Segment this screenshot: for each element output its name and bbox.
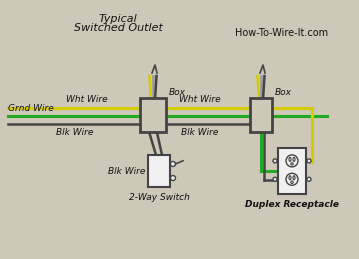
Text: Grnd Wire: Grnd Wire [8,104,54,113]
Text: Box: Box [275,88,292,97]
Text: Switched Outlet: Switched Outlet [74,23,162,33]
Text: Blk Wire: Blk Wire [56,128,94,137]
Circle shape [307,159,311,163]
Bar [250,98,272,132]
Circle shape [273,177,277,181]
Ellipse shape [258,63,266,73]
Bar [140,98,166,132]
Circle shape [307,177,311,181]
Text: How-To-Wire-It.com: How-To-Wire-It.com [236,28,328,38]
Ellipse shape [289,157,291,161]
Circle shape [171,176,176,181]
Text: Wht Wire: Wht Wire [66,95,108,104]
Text: Wht Wire: Wht Wire [179,95,221,104]
Circle shape [171,161,176,167]
Text: 2-Way Switch: 2-Way Switch [129,193,190,202]
Circle shape [286,155,298,167]
Bar [148,155,170,187]
Text: Blk Wire: Blk Wire [108,167,145,176]
Circle shape [291,163,293,165]
Circle shape [291,181,293,183]
Ellipse shape [289,176,291,180]
Text: Duplex Receptacle: Duplex Receptacle [245,200,339,209]
Text: Typical: Typical [99,14,137,24]
Circle shape [273,159,277,163]
Ellipse shape [293,157,295,161]
Bar [278,148,306,194]
Text: Box: Box [169,88,186,97]
Ellipse shape [150,63,158,73]
Text: Blk Wire: Blk Wire [181,128,219,137]
Ellipse shape [293,176,295,180]
Circle shape [286,173,298,185]
